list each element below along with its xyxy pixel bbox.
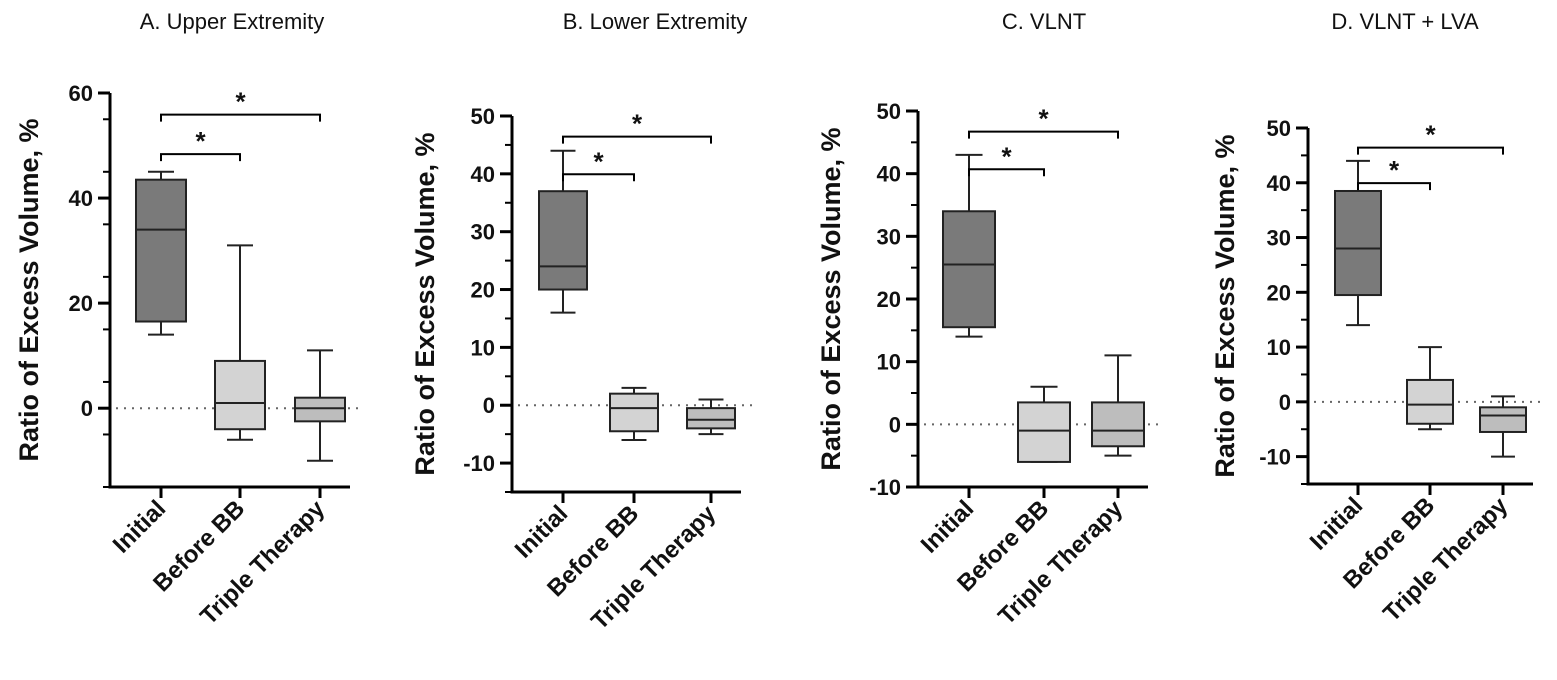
y-tick-label: 50 bbox=[471, 104, 495, 129]
y-tick-label: 40 bbox=[69, 186, 93, 211]
iqr-box bbox=[609, 392, 659, 433]
iqr-box bbox=[538, 190, 588, 291]
y-tick-label: 0 bbox=[889, 412, 901, 437]
x-category-label: Initial bbox=[108, 495, 171, 558]
iqr-box bbox=[686, 407, 736, 430]
y-tick-label: 0 bbox=[483, 393, 495, 418]
y-tick-label: 20 bbox=[877, 287, 901, 312]
y-tick-label: 30 bbox=[877, 224, 901, 249]
iqr-box bbox=[214, 359, 266, 431]
y-tick-label: 10 bbox=[1267, 335, 1291, 360]
significance-bracket bbox=[562, 135, 712, 144]
box-2 bbox=[1091, 354, 1145, 457]
significance-bracket bbox=[1357, 146, 1504, 155]
chart-title: B. Lower Extremity bbox=[563, 9, 748, 34]
y-tick-label: -10 bbox=[869, 475, 901, 500]
y-tick-label: 60 bbox=[69, 81, 93, 106]
chart-title: D. VLNT + LVA bbox=[1331, 9, 1479, 34]
significance-bracket bbox=[562, 173, 635, 182]
significance-star: * bbox=[1425, 120, 1436, 150]
y-tick-label: 20 bbox=[1267, 280, 1291, 305]
box-2 bbox=[294, 349, 346, 462]
y-tick-label: 40 bbox=[1267, 171, 1291, 196]
chart-title: C. VLNT bbox=[1002, 9, 1086, 34]
box-1 bbox=[214, 244, 266, 441]
box-0 bbox=[942, 153, 996, 338]
iqr-box bbox=[135, 178, 187, 323]
iqr-box bbox=[942, 210, 996, 329]
x-category-label: Triple Therapy bbox=[1378, 492, 1514, 628]
significance-star: * bbox=[235, 87, 246, 117]
significance-star: * bbox=[1389, 155, 1400, 185]
y-tick-label: 30 bbox=[471, 220, 495, 245]
y-axis-label: Ratio of Excess Volume, % bbox=[410, 132, 440, 475]
significance-star: * bbox=[1001, 141, 1012, 171]
significance-star: * bbox=[1038, 104, 1049, 134]
box-0 bbox=[135, 170, 187, 336]
box-0 bbox=[1334, 159, 1382, 327]
box-0 bbox=[538, 149, 588, 314]
y-tick-label: -10 bbox=[1259, 445, 1291, 470]
y-tick-label: 50 bbox=[1267, 116, 1291, 141]
y-axis-label: Ratio of Excess Volume, % bbox=[14, 118, 44, 461]
box-1 bbox=[1017, 385, 1071, 463]
x-category-label: Initial bbox=[510, 500, 573, 563]
panel-vlnt-lva: D. VLNT + LVA Ratio of Excess Volume, % -1… bbox=[1210, 9, 1545, 627]
significance-star: * bbox=[632, 109, 643, 139]
significance-bracket bbox=[160, 113, 321, 122]
y-tick-label: 10 bbox=[877, 350, 901, 375]
y-tick-label: 20 bbox=[69, 291, 93, 316]
box-1 bbox=[1406, 346, 1454, 431]
significance-bracket bbox=[968, 130, 1119, 139]
significance-bracket bbox=[968, 168, 1045, 177]
panel-lower-extremity: B. Lower Extremity Ratio of Excess Volume… bbox=[410, 9, 753, 635]
significance-star: * bbox=[593, 146, 604, 176]
y-tick-label: 0 bbox=[81, 396, 93, 421]
iqr-box bbox=[1017, 401, 1071, 463]
significance-star: * bbox=[195, 126, 206, 156]
y-axis-label: Ratio of Excess Volume, % bbox=[1210, 134, 1240, 477]
y-tick-label: 20 bbox=[471, 278, 495, 303]
iqr-box bbox=[1479, 406, 1527, 433]
box-2 bbox=[1479, 395, 1527, 458]
y-tick-label: 40 bbox=[471, 162, 495, 187]
y-tick-label: 30 bbox=[1267, 226, 1291, 251]
iqr-box bbox=[1334, 189, 1382, 297]
y-tick-label: 50 bbox=[877, 99, 901, 124]
y-tick-label: 10 bbox=[471, 335, 495, 360]
iqr-box bbox=[1091, 401, 1145, 448]
panel-upper-extremity: A. Upper Extremity Ratio of Excess Volume… bbox=[14, 9, 362, 630]
iqr-box bbox=[1406, 378, 1454, 425]
y-tick-label: -10 bbox=[463, 451, 495, 476]
x-category-label: Initial bbox=[1305, 492, 1368, 555]
chart-title: A. Upper Extremity bbox=[140, 9, 325, 34]
y-axis-label: Ratio of Excess Volume, % bbox=[816, 127, 846, 470]
iqr-box bbox=[294, 396, 346, 423]
significance-bracket bbox=[1357, 182, 1431, 191]
x-category-label: Triple Therapy bbox=[993, 495, 1129, 631]
y-tick-label: 0 bbox=[1279, 390, 1291, 415]
box-1 bbox=[609, 386, 659, 441]
y-tick-label: 40 bbox=[877, 162, 901, 187]
box-2 bbox=[686, 398, 736, 436]
panel-vlnt: C. VLNT Ratio of Excess Volume, % -10 0 10 20… bbox=[816, 9, 1160, 630]
significance-bracket bbox=[160, 153, 241, 162]
x-category-label: Initial bbox=[916, 495, 979, 558]
